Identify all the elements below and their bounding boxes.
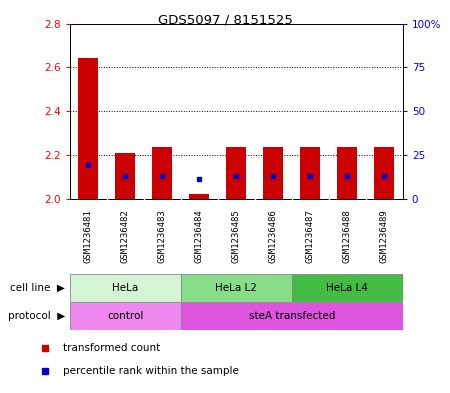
- Bar: [226, 147, 247, 199]
- Text: transformed count: transformed count: [63, 343, 160, 353]
- Text: control: control: [107, 311, 144, 321]
- Bar: [181, 274, 292, 302]
- Text: HeLa L4: HeLa L4: [326, 283, 368, 293]
- Text: GSM1236485: GSM1236485: [232, 209, 241, 263]
- Text: GSM1236487: GSM1236487: [306, 209, 315, 263]
- Bar: [70, 274, 181, 302]
- Text: GDS5097 / 8151525: GDS5097 / 8151525: [158, 14, 292, 27]
- Text: HeLa L2: HeLa L2: [215, 283, 257, 293]
- Text: GSM1236486: GSM1236486: [269, 209, 278, 263]
- Text: HeLa: HeLa: [112, 283, 139, 293]
- Bar: [181, 302, 403, 330]
- Text: protocol  ▶: protocol ▶: [8, 311, 65, 321]
- Bar: [337, 147, 357, 199]
- Text: GSM1236489: GSM1236489: [380, 209, 389, 263]
- Bar: [263, 147, 284, 199]
- Text: GSM1236483: GSM1236483: [158, 209, 167, 263]
- Bar: [300, 147, 320, 199]
- Bar: [152, 147, 172, 199]
- Bar: [374, 147, 394, 199]
- Bar: [189, 195, 209, 199]
- Text: GSM1236488: GSM1236488: [343, 209, 352, 263]
- Text: GSM1236481: GSM1236481: [84, 209, 93, 263]
- Text: cell line  ▶: cell line ▶: [10, 283, 65, 293]
- Bar: [78, 57, 99, 199]
- Text: GSM1236482: GSM1236482: [121, 209, 130, 263]
- Bar: [292, 274, 403, 302]
- Bar: [115, 153, 135, 199]
- Text: steA transfected: steA transfected: [248, 311, 335, 321]
- Text: GSM1236484: GSM1236484: [195, 209, 204, 263]
- Text: percentile rank within the sample: percentile rank within the sample: [63, 366, 239, 376]
- Bar: [70, 302, 181, 330]
